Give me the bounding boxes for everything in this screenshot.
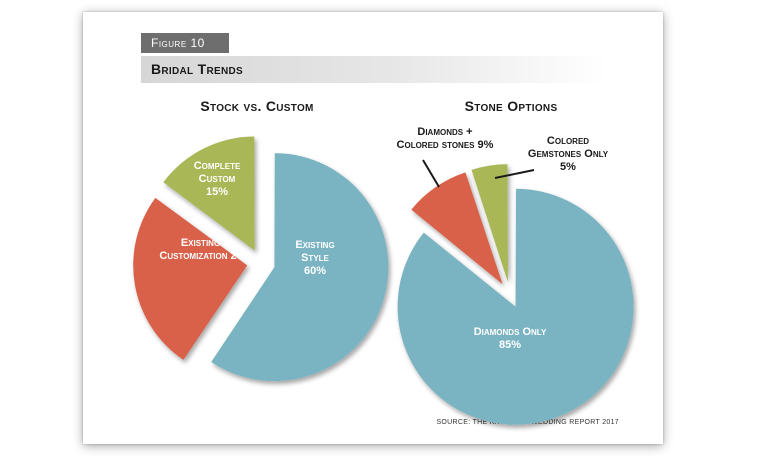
- leader-line: [422, 159, 440, 188]
- slice-label-diamonds-colored-stones-9: Diamonds + Colored stones 9%: [397, 126, 494, 151]
- slice-label-line: Diamonds Only: [474, 326, 547, 338]
- slice-label-line: Existing: [295, 239, 334, 251]
- pie-slice-complete-custom-15: [163, 136, 255, 251]
- slice-label-line: Customization 26%: [159, 250, 252, 262]
- slice-label-line: 5%: [560, 161, 576, 173]
- slice-label-line: 60%: [304, 265, 326, 277]
- slice-label-line: Existing &: [181, 237, 231, 249]
- chart-title-stone-options: Stone Options: [464, 98, 558, 114]
- slice-label-line: Gemstones Only: [528, 148, 609, 160]
- pie-slice-colored-gemstones-only-5: [471, 164, 508, 283]
- pie-slice-existing-customization-26: [133, 197, 248, 360]
- pie-charts: Existing Style 60% Existing & Customization …: [133, 126, 634, 425]
- figure-title: Bridal Trends: [141, 56, 606, 83]
- slice-label-line: Custom: [199, 173, 236, 185]
- figure-card: Figure 10 Bridal Trends Stock vs. Custom…: [83, 12, 663, 444]
- slice-label-line: Style: [301, 252, 329, 264]
- pie-stone-options: Diamonds Only 85% Diamonds + Colored stones…: [397, 126, 634, 425]
- slice-label-existing-style-60: Existing Style 60%: [295, 239, 334, 277]
- slice-label-line: 15%: [206, 186, 228, 198]
- pie-stock-vs-custom: Existing Style 60% Existing & Customization …: [133, 136, 389, 382]
- pie-slice-diamonds-only-85: [397, 188, 634, 425]
- slice-label-line: Colored stones 9%: [397, 139, 494, 151]
- chart-title-stock-vs-custom: Stock vs. Custom: [200, 98, 314, 114]
- slice-label-colored-gemstones-only-5: Colored Gemstones Only 5%: [528, 135, 609, 173]
- pie-slice-diamonds-colored-stones-9: [411, 172, 503, 285]
- slice-label-line: Colored: [547, 135, 589, 147]
- slice-label-line: Complete: [194, 160, 241, 172]
- pie-slice-existing-style-60: [211, 153, 389, 382]
- figure-label: Figure 10: [141, 33, 229, 53]
- slice-label-line: 85%: [499, 339, 521, 351]
- leader-lines: [422, 159, 535, 188]
- slice-label-complete-custom-15: Complete Custom 15%: [194, 160, 241, 198]
- slice-label-diamonds-only-85: Diamonds Only 85%: [474, 326, 547, 351]
- leader-line: [494, 169, 535, 179]
- slice-label-existing-customization-26: Existing & Customization 26%: [159, 237, 252, 262]
- slice-label-line: Diamonds +: [417, 126, 472, 138]
